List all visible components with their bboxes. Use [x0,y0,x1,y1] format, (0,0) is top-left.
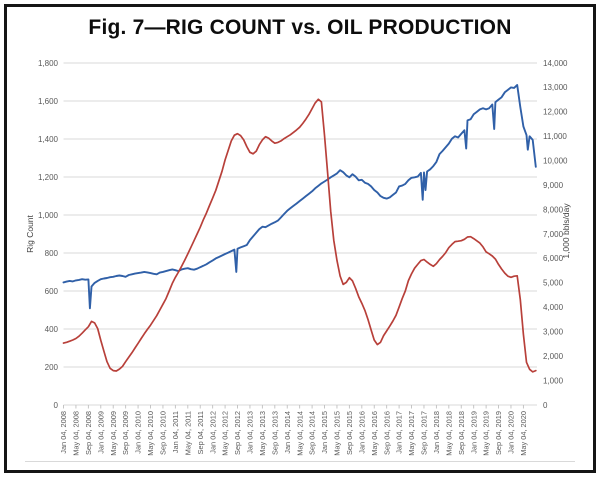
y-right-tick-label: 12,000 [543,108,568,117]
x-tick-label: May 04, 2016 [370,411,379,456]
x-tick-label: May 04, 2020 [519,411,528,456]
y-left-tick-label: 600 [45,287,59,296]
y-left-tick-label: 0 [54,401,59,410]
x-tick-label: Jan 04, 2009 [96,411,105,454]
x-tick-label: Jan 04, 2019 [469,411,478,454]
x-tick-label: May 04, 2011 [183,411,192,455]
y-right-tick-label: 7,000 [543,230,564,239]
x-tick-label: Sep 04, 2011 [196,411,205,454]
x-tick-label: Jan 04, 2011 [171,411,180,453]
x-tick-label: Jan 04, 2015 [320,411,329,454]
y-left-tick-label: 1,600 [38,97,59,106]
x-tick-label: Sep 04, 2012 [233,411,242,455]
x-tick-label: May 04, 2018 [444,411,453,456]
x-tick-label: Sep 04, 2010 [159,411,168,455]
x-tick-label: Jan 04, 2018 [432,411,441,454]
x-tick-label: Jan 04, 2010 [134,411,143,454]
x-tick-label: Jan 04, 2008 [59,411,68,454]
y-left-tick-label: 1,000 [38,211,59,220]
x-tick-label: Sep 04, 2017 [420,411,429,455]
y-right-tick-label: 14,000 [543,59,568,68]
y-right-tick-label: 10,000 [543,157,568,166]
y-right-tick-label: 8,000 [543,205,564,214]
y-right-tick-label: 1,000 [543,376,564,385]
x-tick-label: Sep 04, 2009 [121,411,130,455]
y-left-tick-label: 1,800 [38,59,59,68]
bottom-divider [25,461,575,462]
x-tick-label: Jan 04, 2020 [507,411,516,454]
x-tick-label: Jan 04, 2014 [283,411,292,454]
y-left-tick-label: 200 [45,363,59,372]
y-axis-left-labels: 0 200 400 600 800 1,000 1,200 1,400 1,600 1,800 [38,59,59,410]
x-tick-label: May 04, 2012 [221,411,230,456]
y-right-tick-label: 13,000 [543,83,568,92]
rig-count-line [62,98,537,373]
x-tick-label: Sep 04, 2013 [270,411,279,455]
x-axis-labels: Jan 04, 2008 May 04, 2008 Sep 04, 2008 Jan … [59,411,528,456]
chart-title: Fig. 7—RIG COUNT vs. OIL PRODUCTION [88,16,512,39]
y-right-tick-label: 9,000 [543,181,564,190]
y-right-tick-label: 2,000 [543,352,564,361]
y-right-tick-label: 4,000 [543,303,564,312]
x-tick-label: Sep 04, 2019 [494,411,503,455]
y-right-tick-label: 11,000 [543,132,567,141]
y-left-tick-label: 800 [45,249,59,258]
y-axis-right-labels: 0 1,000 2,000 3,000 4,000 5,000 6,000 7,000 8,00… [543,59,568,410]
x-tick-label: May 04, 2013 [258,411,267,456]
y-right-tick-label: 5,000 [543,279,564,288]
x-tick-label: Sep 04, 2018 [457,411,466,455]
gridlines [63,62,537,406]
y-left-tick-label: 1,400 [38,135,59,144]
x-tick-label: May 04, 2019 [482,411,491,456]
x-tick-label: Sep 04, 2016 [382,411,391,455]
oil-production-line [62,84,537,310]
x-tick-label: Jan 04, 2013 [246,411,255,454]
y-left-tick-label: 400 [45,325,59,334]
x-tick-label: May 04, 2008 [72,411,81,456]
x-tick-label: May 04, 2015 [333,411,342,456]
y-right-tick-label: 0 [543,401,548,410]
x-axis-ticks [63,405,524,409]
x-tick-label: Jan 04, 2016 [357,411,366,454]
x-tick-label: May 04, 2010 [146,411,155,456]
y-axis-right-title: 1,000 bbls/day [561,203,571,259]
y-axis-left-title: Rig Count [25,214,35,252]
x-tick-label: Sep 04, 2008 [84,411,93,455]
x-tick-label: May 04, 2014 [295,411,304,456]
x-tick-label: Sep 04, 2014 [308,411,317,455]
x-tick-label: May 04, 2017 [407,411,416,456]
x-tick-label: Sep 04, 2015 [345,411,354,455]
x-tick-label: Jan 04, 2012 [208,411,217,454]
x-tick-label: May 04, 2009 [109,411,118,456]
x-tick-label: Jan 04, 2017 [395,411,404,454]
y-right-tick-label: 3,000 [543,328,564,337]
y-left-tick-label: 1,200 [38,173,59,182]
y-right-tick-label: 6,000 [543,254,564,263]
